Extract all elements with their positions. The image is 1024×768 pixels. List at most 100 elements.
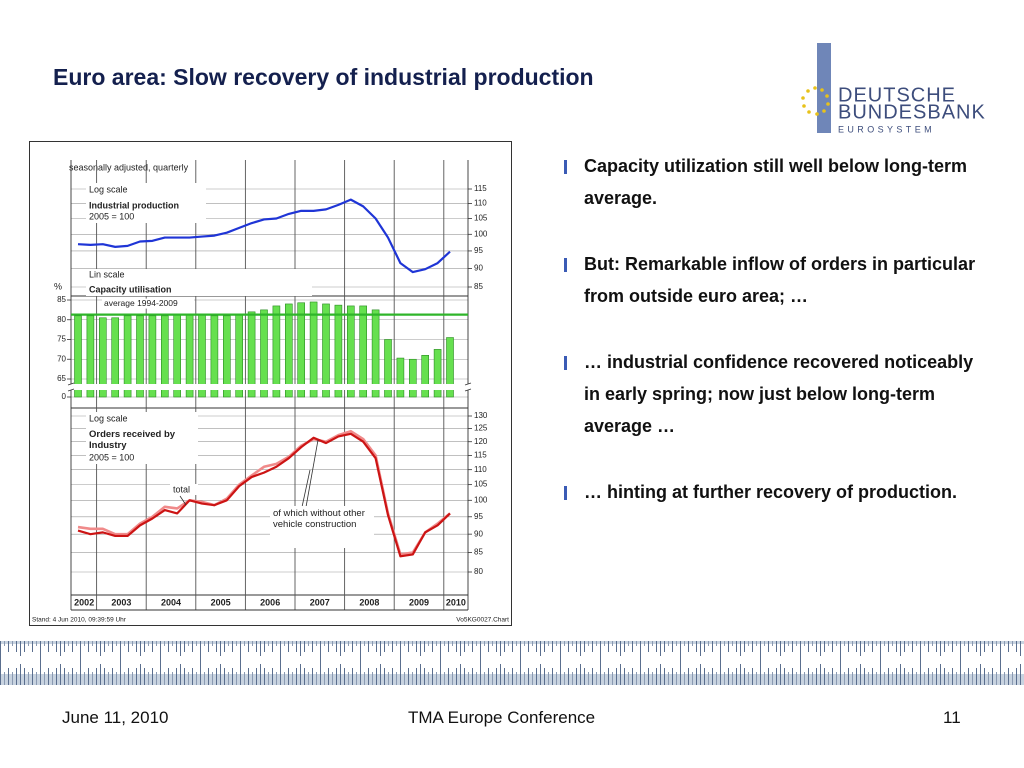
logo-stars <box>801 86 830 116</box>
x-tick-label: 2010 <box>446 597 466 607</box>
leader-line <box>301 469 311 508</box>
bar <box>359 305 368 398</box>
axis-break-mark <box>464 382 472 392</box>
panel-subtitle: 2005 = 100 <box>89 452 134 462</box>
y-tick-label: 120 <box>474 437 488 446</box>
bar <box>161 315 169 398</box>
footer-page: 11 <box>943 708 961 727</box>
bar <box>322 303 330 398</box>
bar <box>433 349 442 398</box>
chart-id: Vo5KG0027.Chart <box>456 617 509 624</box>
bar <box>384 339 392 398</box>
footer-event: TMA Europe Conference <box>408 708 596 727</box>
chart-stamp: Stand: 4 Jun 2010, 09:39:59 Uhr <box>32 617 127 624</box>
bar <box>297 302 306 398</box>
bullet: … hinting at further recovery of product… <box>563 476 983 508</box>
series-label-box: of which without other vehicle construct… <box>273 508 365 530</box>
bar <box>284 303 293 398</box>
x-tick-label: 2005 <box>211 597 231 607</box>
y-tick-label: 130 <box>474 411 488 420</box>
x-tick-label: 2002 <box>74 597 94 607</box>
panel-title: Capacity utilisation <box>89 284 172 294</box>
label-bg <box>170 484 198 495</box>
panel-subtitle: 2005 = 100 <box>89 211 134 221</box>
bar <box>421 354 430 398</box>
logo-text: BUNDESBANK <box>838 101 986 123</box>
y-tick-label: 80 <box>57 315 66 324</box>
bar <box>309 301 318 398</box>
label-bg <box>86 269 312 296</box>
logo-bar <box>817 43 831 133</box>
ruler <box>0 641 1024 685</box>
bar <box>148 315 157 398</box>
bar <box>260 309 268 398</box>
line-series <box>77 432 451 558</box>
scale-label: Log scale <box>89 413 128 423</box>
y-tick-label: 100 <box>474 229 488 238</box>
bar <box>223 315 231 398</box>
y-tick-label: 110 <box>474 199 487 208</box>
y-tick-label: 90 <box>474 529 483 538</box>
series-label: of which without other vehicle construct… <box>273 508 365 530</box>
bar <box>371 309 380 398</box>
x-tick-label: 2004 <box>161 597 181 607</box>
y-tick-label: 110 <box>474 465 487 474</box>
label-bg <box>102 298 194 309</box>
leader-line <box>179 495 187 506</box>
bar <box>346 305 355 398</box>
series-label: total <box>173 484 190 494</box>
x-tick-label: 2003 <box>111 597 131 607</box>
bullet: Capacity utilization still well below lo… <box>563 150 983 214</box>
x-tick-label: 2007 <box>310 597 330 607</box>
y-tick-label: 100 <box>474 495 488 504</box>
y-tick-label: 85 <box>57 295 66 304</box>
y-tick-label: 105 <box>474 480 488 489</box>
bar <box>86 315 95 398</box>
scale-label: Log scale <box>89 184 128 194</box>
y-tick-label: 125 <box>474 424 488 433</box>
bar <box>210 315 219 398</box>
y-tick-label: 70 <box>57 354 66 363</box>
bar <box>272 305 281 398</box>
y-tick-label: 0 <box>62 392 67 401</box>
axis-break <box>65 384 474 390</box>
y-tick-label: 90 <box>474 264 483 273</box>
y-tick-label: 115 <box>474 184 487 193</box>
bar <box>408 358 417 398</box>
y-tick-label: 85 <box>474 548 483 557</box>
y-tick-label: 95 <box>474 512 483 521</box>
scale-label: Lin scale <box>89 269 125 279</box>
logo-text: DEUTSCHE <box>838 84 956 106</box>
panel-title: Industrial production <box>89 200 179 210</box>
panel-title-box: Orders received by Industry <box>89 429 176 451</box>
x-tick-label: 2006 <box>260 597 280 607</box>
bar <box>111 317 119 398</box>
chart-note: seasonally adjusted, quarterly <box>69 162 189 172</box>
y-tick-label: 95 <box>474 246 483 255</box>
bullet-list: Capacity utilization still well below lo… <box>563 150 983 542</box>
average-label: average 1994-2009 <box>104 298 178 308</box>
bar <box>99 317 107 398</box>
y-tick-label: 80 <box>474 567 483 576</box>
label-bg <box>86 183 206 223</box>
bar <box>396 357 405 398</box>
line-series <box>77 198 451 274</box>
footer-date: June 11, 2010 <box>62 708 169 727</box>
x-tick-label: 2009 <box>409 597 429 607</box>
bar <box>74 315 82 398</box>
x-tick-label: 2008 <box>359 597 379 607</box>
panel-title: Orders received by Industry <box>89 429 176 451</box>
bar <box>136 315 144 398</box>
y-axis-label: % <box>54 281 62 291</box>
axis-break-mark <box>67 382 75 392</box>
bar <box>446 337 454 398</box>
y-tick-label: 85 <box>474 282 483 291</box>
bar <box>247 311 256 398</box>
leader-line <box>305 439 319 508</box>
slide-title: Euro area: Slow recovery of industrial p… <box>53 64 594 90</box>
bullet: But: Remarkable inflow of orders in part… <box>563 248 983 312</box>
y-tick-label: 105 <box>474 214 488 223</box>
bar <box>334 304 343 398</box>
bullet: … industrial confidence recovered notice… <box>563 346 983 442</box>
